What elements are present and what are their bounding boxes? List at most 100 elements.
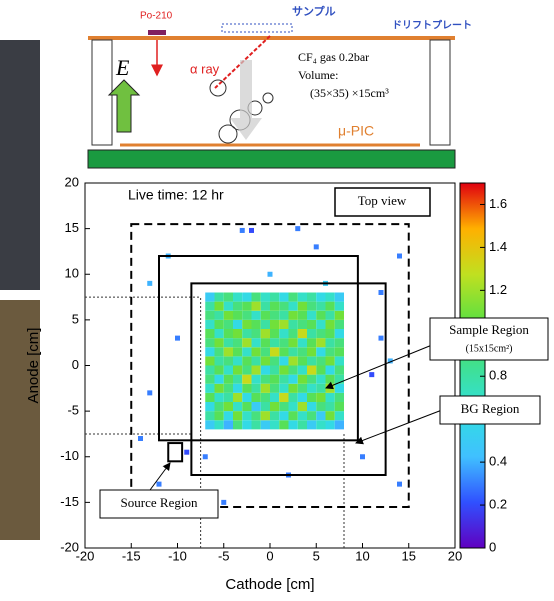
heat-cell	[233, 302, 242, 311]
heat-cell	[205, 293, 214, 302]
heat-cell	[233, 356, 242, 365]
heat-cell	[279, 393, 288, 402]
heat-cell	[314, 244, 319, 249]
heat-cell	[261, 411, 270, 420]
heat-cell	[298, 302, 307, 311]
heat-cell	[224, 375, 233, 384]
heat-cell	[252, 320, 261, 329]
bg-region-label: BG Region	[461, 401, 520, 416]
heat-cell	[289, 329, 298, 338]
heat-cell	[316, 347, 325, 356]
heat-cell	[270, 393, 279, 402]
heat-cell	[224, 293, 233, 302]
heat-cell	[289, 338, 298, 347]
heat-cell	[289, 320, 298, 329]
heat-cell	[261, 393, 270, 402]
x-tick-label: 20	[448, 548, 462, 563]
heat-cell	[335, 293, 344, 302]
field-label: E	[115, 55, 130, 80]
heat-cell	[252, 338, 261, 347]
heat-cell	[261, 320, 270, 329]
heat-cell	[316, 420, 325, 429]
heat-cell	[326, 411, 335, 420]
heat-cell	[279, 366, 288, 375]
heat-cell	[298, 320, 307, 329]
heat-cell	[252, 302, 261, 311]
heat-cell	[298, 402, 307, 411]
heat-cell	[289, 366, 298, 375]
y-tick-label: -5	[67, 403, 79, 418]
heat-cell	[252, 375, 261, 384]
heat-cell	[147, 390, 152, 395]
heat-cell	[326, 320, 335, 329]
heat-cell	[224, 402, 233, 411]
heat-cell	[335, 356, 344, 365]
heat-cell	[205, 402, 214, 411]
heat-cell	[397, 254, 402, 259]
heat-cell	[252, 402, 261, 411]
heat-cell	[316, 402, 325, 411]
live-time: Live time: 12 hr	[128, 187, 224, 203]
detector-label: μ-PIC	[338, 123, 374, 139]
heat-cell	[307, 375, 316, 384]
heat-cell	[279, 411, 288, 420]
sample-size-label: (15x15cm²)	[466, 343, 513, 354]
heat-cell	[242, 347, 251, 356]
heat-cell	[215, 366, 224, 375]
heat-cell	[307, 293, 316, 302]
heat-cell	[379, 290, 384, 295]
heat-cell	[215, 311, 224, 320]
heat-cell	[316, 329, 325, 338]
colorbar-tick-label: 1.4	[489, 239, 507, 254]
y-tick-label: -20	[60, 539, 79, 554]
heat-cell	[279, 347, 288, 356]
heat-cell	[261, 384, 270, 393]
heat-cell	[307, 329, 316, 338]
heat-cell	[261, 293, 270, 302]
heat-cell	[316, 411, 325, 420]
heat-cell	[279, 402, 288, 411]
y-tick-label: -10	[60, 448, 79, 463]
heat-cell	[279, 293, 288, 302]
ion	[210, 80, 226, 96]
heat-cell	[298, 311, 307, 320]
heat-cell	[242, 366, 251, 375]
heat-cell	[215, 384, 224, 393]
heat-cell	[270, 320, 279, 329]
heat-cell	[233, 420, 242, 429]
heat-cell	[252, 311, 261, 320]
heat-cell	[298, 293, 307, 302]
heat-cell	[242, 393, 251, 402]
heat-cell	[335, 338, 344, 347]
y-tick-label: 10	[65, 266, 79, 281]
heat-cell	[270, 311, 279, 320]
heat-cell	[270, 402, 279, 411]
heat-cell	[298, 347, 307, 356]
colorbar-tick-label: 1.2	[489, 282, 507, 297]
source-label: Po-210	[140, 11, 173, 22]
heat-cell	[224, 356, 233, 365]
heat-cell	[261, 402, 270, 411]
heat-cell	[261, 302, 270, 311]
heat-cell	[233, 320, 242, 329]
heat-cell	[215, 420, 224, 429]
gas-label: CF₄ gas 0.2bar	[298, 50, 369, 64]
heat-cell	[261, 311, 270, 320]
heat-cell	[316, 366, 325, 375]
heat-cell	[289, 384, 298, 393]
x-tick-label: 0	[266, 548, 273, 563]
heat-cell	[215, 393, 224, 402]
heat-cell	[224, 302, 233, 311]
heat-cell	[289, 302, 298, 311]
heat-cell	[298, 338, 307, 347]
heat-cell	[261, 338, 270, 347]
heat-cell	[240, 228, 245, 233]
heat-cell	[279, 311, 288, 320]
sample-label: サンプル	[292, 4, 336, 18]
heat-cell	[289, 347, 298, 356]
heat-cell	[242, 311, 251, 320]
heat-cell	[242, 375, 251, 384]
colorbar-tick-label: 1.6	[489, 196, 507, 211]
heat-cell	[279, 338, 288, 347]
heat-cell	[261, 420, 270, 429]
